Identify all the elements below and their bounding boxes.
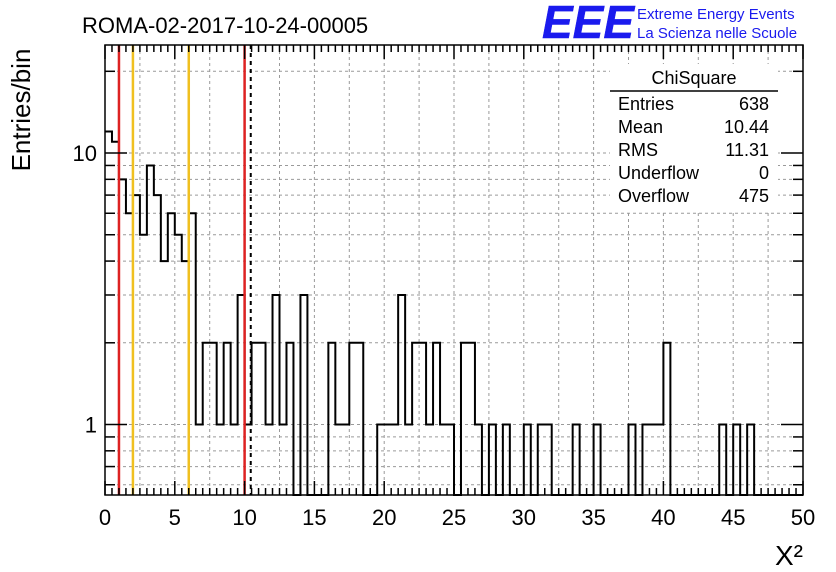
histogram-bars bbox=[105, 130, 803, 496]
x-tick-label: 30 bbox=[512, 505, 536, 530]
stats-label: Overflow bbox=[618, 186, 690, 206]
stats-label: Mean bbox=[618, 117, 663, 137]
stats-rows: Entries 638 Mean 10.44 RMS 11.31 Underflow 0 Ove… bbox=[618, 94, 769, 206]
x-tick-label: 15 bbox=[302, 505, 326, 530]
x-axis-label: X² bbox=[775, 540, 803, 571]
x-tick-label: 10 bbox=[232, 505, 256, 530]
eee-logo-line1: Extreme Energy Events bbox=[637, 6, 795, 23]
y-axis-ticks: 1 10 bbox=[73, 70, 803, 486]
stats-box: ChiSquare Entries 638 Mean 10.44 RMS 11.31 Und… bbox=[610, 64, 778, 210]
stats-value: 475 bbox=[739, 186, 769, 206]
x-tick-label: 35 bbox=[581, 505, 605, 530]
stats-label: Underflow bbox=[618, 163, 700, 183]
x-axis-ticks: 0 5 10 15 20 25 30 35 40 45 50 bbox=[99, 45, 815, 530]
x-tick-label: 40 bbox=[651, 505, 675, 530]
stats-value: 638 bbox=[739, 94, 769, 114]
eee-logo: EEE Extreme Energy Events La Scienza nel… bbox=[542, 0, 797, 48]
y-axis-label: Entries/bin bbox=[6, 49, 36, 172]
histogram-outline bbox=[105, 130, 803, 496]
stats-value: 10.44 bbox=[724, 117, 769, 137]
stats-box-bg bbox=[610, 64, 778, 210]
y-tick-label: 1 bbox=[85, 413, 97, 438]
chart-title: ROMA-02-2017-10-24-00005 bbox=[82, 13, 368, 38]
eee-logo-line2: La Scienza nelle Scuole bbox=[637, 25, 797, 42]
x-tick-label: 45 bbox=[721, 505, 745, 530]
stats-value: 0 bbox=[759, 163, 769, 183]
threshold-lines bbox=[117, 45, 252, 495]
y-tick-label: 10 bbox=[73, 141, 97, 166]
x-tick-label: 50 bbox=[791, 505, 815, 530]
x-tick-label: 20 bbox=[372, 505, 396, 530]
x-tick-label: 5 bbox=[169, 505, 181, 530]
stats-value: 11.31 bbox=[725, 140, 769, 160]
stats-label: Entries bbox=[618, 94, 674, 114]
x-tick-label: 0 bbox=[99, 505, 111, 530]
eee-logo-mark: EEE bbox=[542, 0, 635, 48]
x-tick-label: 25 bbox=[442, 505, 466, 530]
stats-label: RMS bbox=[618, 140, 658, 160]
stats-title: ChiSquare bbox=[651, 68, 736, 88]
